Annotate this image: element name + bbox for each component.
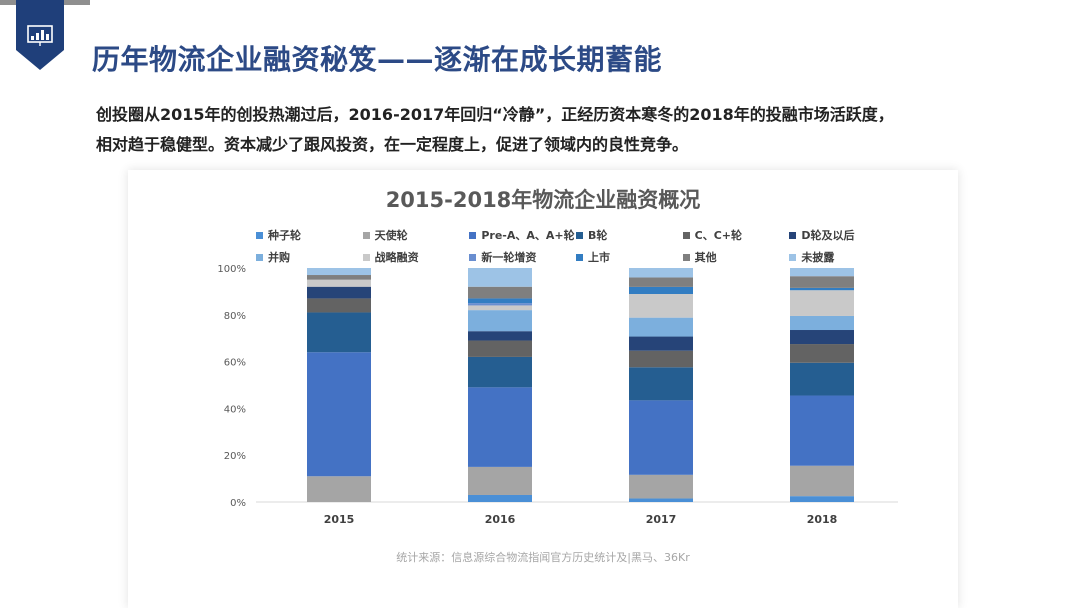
bar-segment [307, 476, 371, 502]
bar-segment [790, 465, 854, 497]
bar-segment [629, 294, 693, 318]
legend-item: D轮及以后 [789, 227, 896, 243]
legend-swatch [789, 253, 797, 261]
legend-item: 其他 [682, 249, 790, 265]
bar-segment [790, 330, 854, 345]
y-tick-label: 60% [224, 358, 246, 369]
legend-swatch [256, 231, 263, 239]
chart-presentation-icon [16, 0, 64, 70]
bar-segment [468, 303, 532, 306]
bar-segment [307, 286, 371, 299]
legend-item: Pre-A、A、A+轮 [469, 227, 576, 243]
bar-segment [468, 305, 532, 311]
legend-label: 上市 [587, 251, 610, 264]
y-tick-label: 100% [217, 264, 246, 275]
bar-segment [307, 298, 371, 313]
legend-item: B轮 [575, 227, 683, 243]
legend-swatch [362, 231, 370, 239]
legend-swatch [256, 253, 263, 261]
intro-line-1: 创投圈从2015年的创投热潮过后，2016-2017年回归“冷静”，正经历资本寒… [96, 105, 894, 124]
legend-label: 其他 [694, 251, 717, 264]
legend-swatch [469, 231, 477, 239]
legend-item: 天使轮 [362, 227, 470, 243]
bar-segment [629, 498, 693, 502]
stacked-bar-chart: 0% 20% 40% 60% 80% 100% 2015 2016 2017 2018 [217, 264, 898, 526]
y-tick-label: 20% [224, 451, 246, 462]
x-tick-label: 2017 [646, 513, 677, 526]
legend-label: 天使轮 [374, 229, 408, 242]
intro-paragraph: 创投圈从2015年的创投热潮过后，2016-2017年回归“冷静”，正经历资本寒… [96, 100, 996, 160]
bar-segment [629, 350, 693, 368]
intro-line-2: 相对趋于稳健型。资本减少了跟风投资，在一定程度上，促进了领域内的良性竞争。 [96, 135, 689, 154]
bar-segment [790, 344, 854, 363]
bar-segment [468, 340, 532, 357]
bar-segment [468, 356, 532, 388]
bar-segment [629, 317, 693, 337]
bar-segment [468, 286, 532, 299]
bar-segment [629, 474, 693, 499]
bar-segment [307, 312, 371, 353]
legend-label: 种子轮 [268, 229, 301, 242]
legend-label: 并购 [268, 251, 290, 264]
legend-label: B轮 [587, 229, 608, 242]
legend-swatch [362, 253, 370, 261]
legend-label: D轮及以后 [801, 229, 855, 242]
legend-swatch [682, 253, 690, 261]
legend-swatch [789, 231, 797, 239]
bar-segment [790, 287, 854, 291]
bar-segment [307, 279, 371, 287]
bar-segment [790, 276, 854, 288]
bar-segment [790, 362, 854, 396]
legend-item: 未披露 [789, 249, 896, 265]
bar-segment [307, 268, 371, 276]
legend-item: 上市 [575, 249, 683, 265]
bar-segment [629, 277, 693, 287]
bar-segment [468, 298, 532, 304]
bar-segment [629, 286, 693, 294]
legend-label: 未披露 [801, 251, 835, 264]
bar-segment [790, 268, 854, 277]
legend-item: 并购 [256, 249, 363, 265]
legend-label: Pre-A、A、A+轮 [481, 229, 575, 242]
bar-segment [468, 268, 532, 287]
bar-segment [468, 466, 532, 495]
y-tick-label: 40% [224, 404, 246, 415]
bar-segment [629, 367, 693, 401]
bar-segment [307, 275, 371, 280]
legend-item: 新一轮增资 [469, 249, 576, 265]
bar-segment [790, 290, 854, 316]
legend-swatch [682, 231, 690, 239]
x-tick-label: 2015 [324, 513, 355, 526]
legend-label: 新一轮增资 [481, 251, 537, 264]
legend-item: C、C+轮 [682, 227, 790, 243]
bar-segment [468, 331, 532, 341]
bar-segment [629, 268, 693, 278]
x-tick-label: 2018 [807, 513, 838, 526]
header-badge [16, 0, 64, 70]
legend-item: 战略融资 [362, 249, 470, 265]
bar-segment [629, 336, 693, 351]
bar-segment [629, 400, 693, 475]
slide-title: 历年物流企业融资秘笈——逐渐在成长期蓄能 [92, 43, 663, 76]
y-tick-label: 0% [230, 498, 246, 509]
legend-label: 战略融资 [374, 251, 419, 264]
bar-segment [307, 352, 371, 477]
bar-segment [790, 395, 854, 466]
source-note: 统计来源：信息源综合物流指闻官方历史统计及|黑马、36Kr [396, 551, 690, 564]
legend-item: 种子轮 [256, 227, 363, 243]
bar-segment [468, 387, 532, 467]
x-tick-label: 2016 [485, 513, 516, 526]
bar-segment [468, 494, 532, 502]
bar-segment [790, 315, 854, 331]
chart-legend: 种子轮 天使轮 Pre-A、A、A+轮 B轮 C、C+轮 D轮及以后并购 战略融资 新一轮增资… [256, 227, 896, 265]
y-tick-label: 80% [224, 311, 246, 322]
bar-segment [468, 310, 532, 332]
legend-swatch [575, 231, 583, 239]
bar-segment [790, 496, 854, 502]
chart-panel: 2015-2018年物流企业融资概况 种子轮 天使轮 Pre-A、A、A+轮 B轮 C、… [128, 170, 958, 608]
legend-swatch [575, 253, 583, 261]
legend-swatch [469, 253, 477, 261]
legend-label: C、C+轮 [694, 229, 743, 242]
chart-title: 2015-2018年物流企业融资概况 [385, 188, 701, 212]
